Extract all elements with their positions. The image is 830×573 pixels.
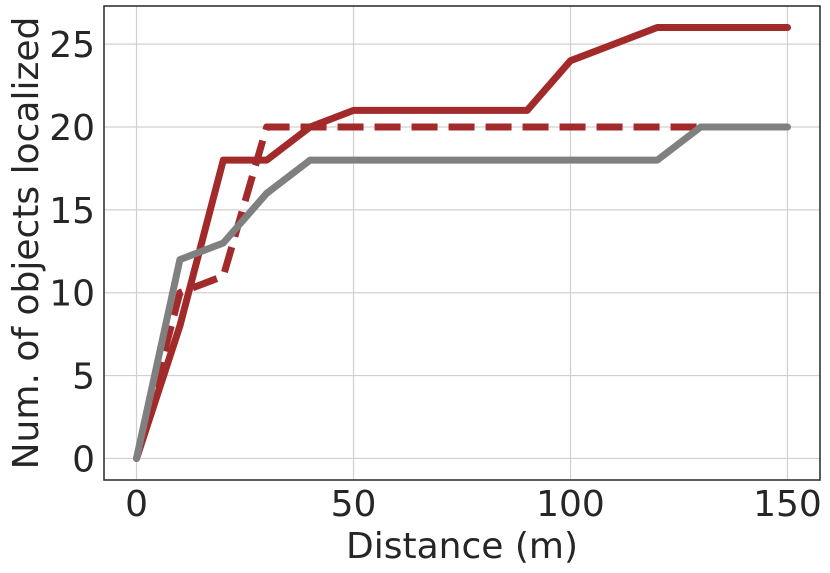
y-tick-label: 0 — [72, 439, 95, 480]
x-tick-label: 50 — [331, 484, 377, 525]
y-tick-label: 5 — [72, 357, 95, 398]
series-line-2 — [133, 123, 701, 460]
x-tick-label: 100 — [536, 484, 605, 525]
series-line-1 — [133, 24, 791, 462]
y-tick-label: 20 — [49, 108, 95, 149]
series-line-3 — [133, 123, 791, 462]
series-lines — [133, 24, 791, 462]
x-tick-label: 150 — [753, 484, 822, 525]
axis-ticks: 0 50 100 150 0 5 10 15 20 25 — [49, 25, 822, 525]
y-tick-label: 25 — [49, 25, 95, 66]
y-tick-label: 10 — [49, 274, 95, 315]
y-tick-label: 15 — [49, 191, 95, 232]
y-axis-label: Num. of objects localized — [6, 17, 47, 470]
x-tick-label: 0 — [125, 484, 148, 525]
plot-frame — [103, 5, 821, 481]
grid-lines — [104, 6, 820, 480]
x-axis-label: Distance (m) — [346, 526, 578, 567]
